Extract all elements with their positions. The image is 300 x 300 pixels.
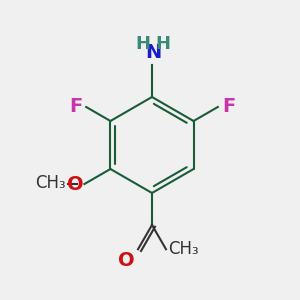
Text: CH₃: CH₃ xyxy=(35,174,65,192)
Text: O: O xyxy=(118,251,135,270)
Text: N: N xyxy=(145,43,161,62)
Text: H: H xyxy=(155,35,170,53)
Text: O: O xyxy=(67,175,83,194)
Text: F: F xyxy=(222,97,235,116)
Text: F: F xyxy=(69,97,82,116)
Text: CH₃: CH₃ xyxy=(168,240,199,258)
Text: H: H xyxy=(136,35,151,53)
